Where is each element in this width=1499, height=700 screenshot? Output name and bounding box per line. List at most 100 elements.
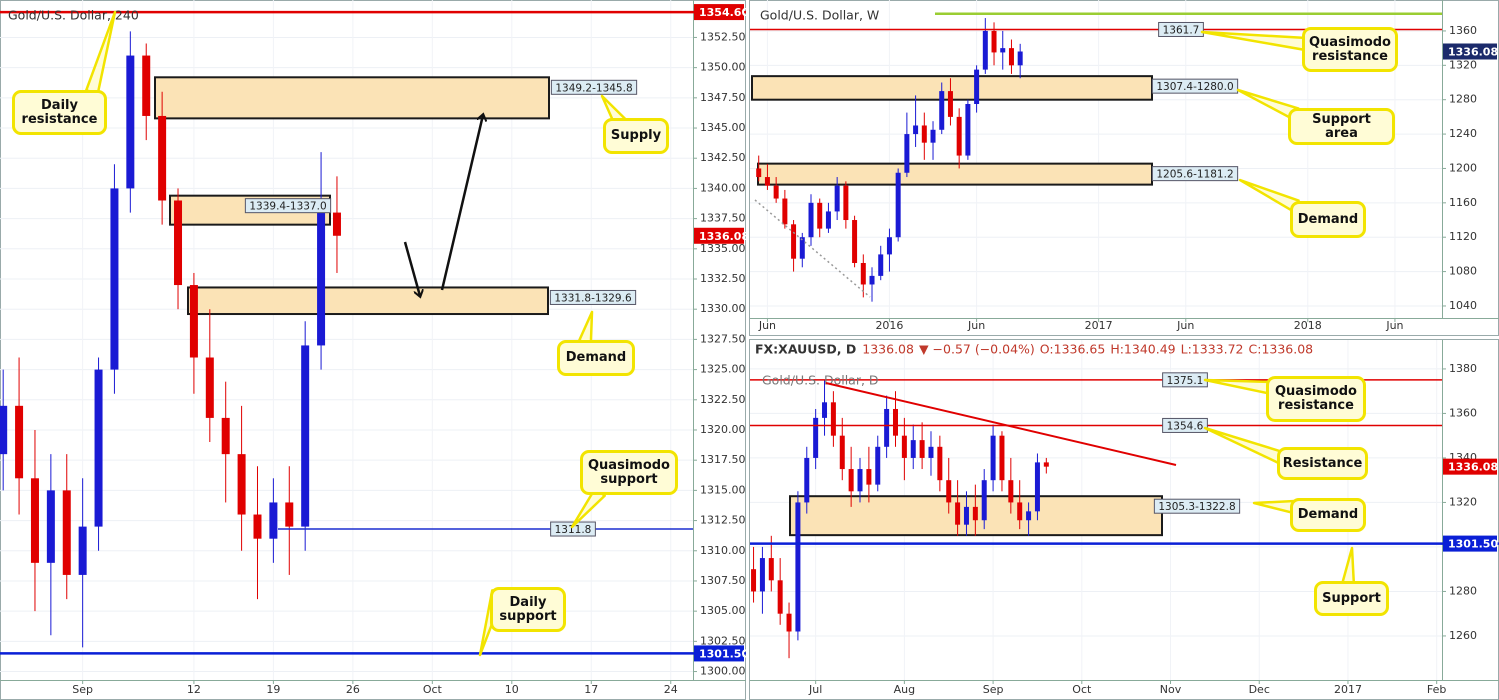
x-tick-label: Jul [808, 683, 822, 696]
callout: Demand [557, 340, 635, 376]
callout: Quasimodo resistance [1266, 376, 1366, 422]
x-tick-label: 2017 [1085, 319, 1113, 332]
y-tick-label: 1327.50 [700, 332, 746, 345]
x-tick-label: Jun [1385, 319, 1403, 332]
price-box-label: 1301.50 [699, 647, 749, 660]
label-box [1151, 166, 1239, 182]
y-tick-label: 1307.50 [700, 574, 746, 587]
zone-label: 1205.6-1181.2 [1156, 169, 1233, 181]
candle-body [910, 440, 916, 458]
x-tick-label: Oct [1072, 683, 1092, 696]
candle-body [1017, 51, 1023, 66]
last-price-box [1443, 43, 1497, 60]
y-tick-label: 1360 [1449, 24, 1477, 37]
level-label: 1354.6 [1167, 420, 1204, 432]
candle-body [921, 125, 927, 143]
callout: Demand [1290, 201, 1366, 238]
candle-body [1008, 48, 1014, 66]
y-tick-label: 1200 [1449, 161, 1477, 174]
x-tick-label: Feb [1427, 683, 1446, 696]
zone-label: 1305.3-1322.8 [1158, 501, 1235, 513]
y-tick-label: 1322.50 [700, 393, 746, 406]
candle-body [782, 198, 788, 225]
arrow [403, 241, 420, 296]
candle-body [78, 526, 87, 575]
candle-body [886, 237, 892, 255]
y-tick-label: 1160 [1449, 196, 1477, 209]
y-tick-label: 1320 [1449, 58, 1477, 71]
y-tick-label: 1340.00 [700, 181, 746, 194]
candle-body [46, 490, 55, 563]
quote-item: ▼ −0.57 (−0.04%) [919, 342, 1035, 357]
candle-body [253, 514, 262, 539]
candle-body [221, 417, 230, 455]
candle-body [751, 569, 757, 592]
zone [757, 162, 1153, 186]
candle-body [830, 402, 836, 436]
x-tick-label: Nov [1160, 683, 1182, 696]
zone [789, 495, 1163, 537]
quote-item: C:1336.08 [1249, 342, 1314, 357]
x-tick-label: 19 [266, 683, 280, 696]
candle-body [937, 446, 943, 481]
candle-body [946, 480, 952, 503]
candle-body [878, 254, 884, 276]
y-tick-label: 1350.00 [700, 61, 746, 74]
candle-body [126, 55, 135, 189]
y-tick-label: 1080 [1449, 265, 1477, 278]
candle-body [947, 91, 953, 117]
y-tick-label: 1120 [1449, 230, 1477, 243]
candle-body [981, 480, 987, 521]
candle-body [759, 558, 765, 592]
candle-body [791, 224, 797, 259]
y-tick-label: 1347.50 [700, 91, 746, 104]
y-tick-label: 1040 [1449, 299, 1477, 312]
x-tick-label: 2018 [1294, 319, 1322, 332]
candle-body [30, 478, 39, 563]
label-box [1153, 498, 1241, 514]
x-tick-label: 24 [664, 683, 678, 696]
candle-body [773, 185, 779, 199]
trendline [754, 199, 871, 298]
candle-body [974, 69, 980, 104]
callout: Daily resistance [12, 90, 107, 135]
y-tick-label: 1342.50 [700, 151, 746, 164]
x-tick-label: 12 [187, 683, 201, 696]
quote-item: L:1333.72 [1181, 342, 1244, 357]
callout: Daily support [490, 587, 566, 632]
quote-item: 1336.08 [862, 342, 914, 357]
callout: Resistance [1277, 447, 1368, 480]
x-tick-label: 2017 [1334, 683, 1362, 696]
y-tick-label: 1330.00 [700, 302, 746, 315]
callout: Support area [1288, 108, 1395, 145]
candle-body [764, 177, 770, 186]
chart-title: Gold/U.S. Dollar, W [760, 8, 879, 23]
candle-body [965, 103, 971, 156]
candle-body [817, 202, 823, 229]
candle-body [839, 435, 845, 470]
last-price-box [1443, 458, 1497, 475]
candle-body [189, 285, 198, 358]
candle-body [913, 125, 919, 135]
label-box [1162, 417, 1208, 433]
quote-item: O:1336.65 [1040, 342, 1106, 357]
candle-body [972, 506, 978, 521]
y-tick-label: 1312.50 [700, 514, 746, 527]
candle-body [332, 212, 341, 236]
candle-body [301, 345, 310, 527]
label-box [244, 198, 332, 214]
x-tick-label: 2016 [875, 319, 903, 332]
price-box-label: 1354.60 [699, 6, 749, 19]
candle-body [930, 129, 936, 143]
candle-body [963, 506, 969, 525]
callout: Supply [603, 118, 669, 154]
label-box [550, 521, 596, 537]
level-label: 1361.7 [1163, 24, 1200, 36]
price-box [694, 645, 744, 662]
x-tick-label: 17 [584, 683, 598, 696]
last-price-label: 1336.08 [1448, 461, 1498, 474]
chart-title: Gold/U.S. Dollar, 240 [8, 8, 139, 23]
candle-body [205, 357, 214, 418]
candle-body [1017, 502, 1023, 521]
trendline [825, 382, 1177, 466]
